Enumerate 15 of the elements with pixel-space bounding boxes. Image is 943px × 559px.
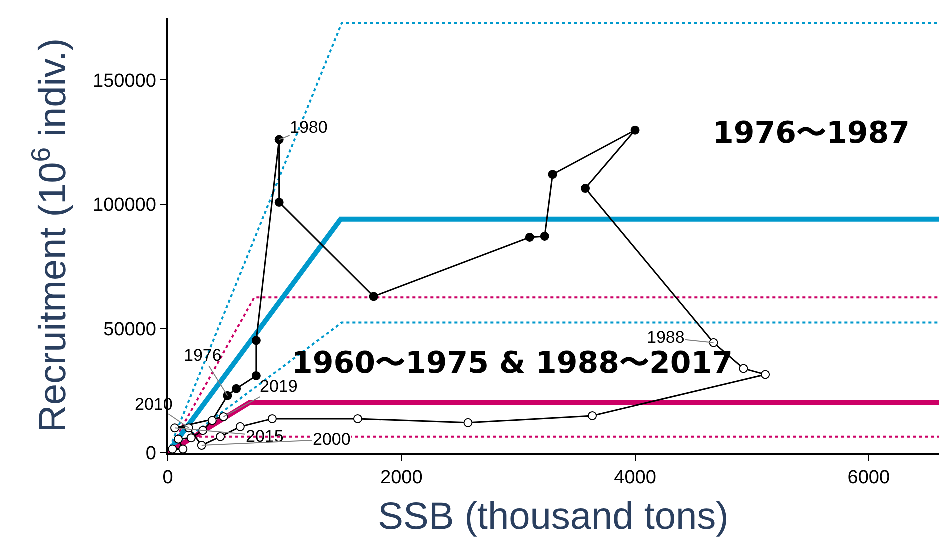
y-tick-label: 0 (146, 444, 156, 465)
x-tick-label: 2000 (380, 468, 423, 489)
x-tick-label: 0 (162, 468, 174, 489)
x-tick-label: 4000 (614, 468, 656, 489)
annotation: 1976〜1987 (713, 116, 910, 151)
annotation: 1988 (647, 328, 685, 347)
y-tick-label: 100000 (93, 195, 156, 216)
annotation: 2000 (313, 430, 351, 449)
x-tick-label: 6000 (848, 468, 890, 489)
y-tick-label: 50000 (104, 319, 156, 340)
annotation: 1980 (290, 118, 328, 137)
y-tick-label: 150000 (93, 70, 156, 92)
annotation: 2015 (246, 427, 284, 446)
x-axis-title: SSB (thousand tons) (378, 496, 729, 538)
annotation: 1976 (184, 346, 222, 365)
